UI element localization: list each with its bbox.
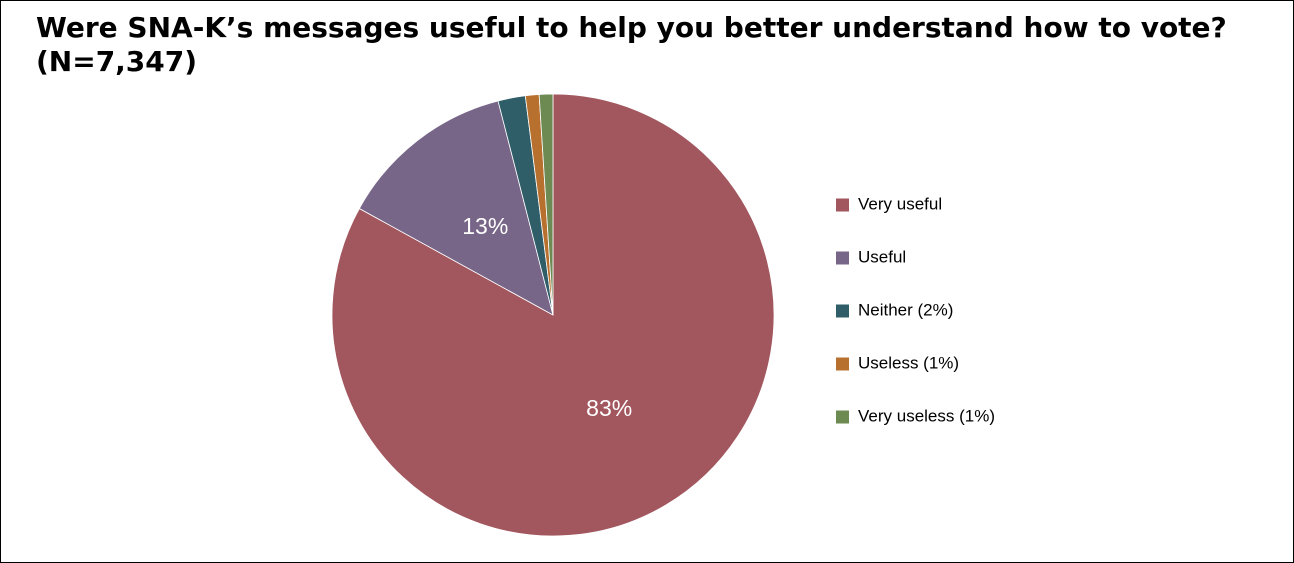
pie-slice-very-useful (331, 93, 775, 537)
legend-label: Useful (858, 247, 906, 266)
legend-item-very-useful: Very useful (836, 194, 942, 213)
chart-title: Were SNA-K’s messages useful to help you… (36, 11, 1286, 79)
legend-label: Neither (2%) (858, 300, 953, 319)
pie-slices (331, 93, 775, 537)
pie-slice-useful (358, 100, 554, 316)
chart-subtitle: (N=7,347) (36, 45, 198, 78)
legend-label: Very useless (1%) (858, 406, 995, 425)
legend-item-useless: Useless (1%) (836, 353, 959, 372)
legend-label: Very useful (858, 194, 942, 213)
legend-item-neither: Neither (2%) (836, 300, 953, 319)
data-label-useful: 13% (462, 213, 508, 239)
legend-swatch (836, 357, 849, 371)
legend-label: Useless (1%) (858, 353, 959, 372)
pie-slice-very-useless (538, 93, 554, 316)
legend-swatch (836, 198, 849, 212)
pie-data-labels: 83% 13% (462, 213, 632, 421)
data-label-very-useful: 83% (586, 395, 632, 421)
legend-item-useful: Useful (836, 247, 906, 266)
chart-title-line: Were SNA-K’s messages useful to help you… (36, 11, 1227, 44)
legend-swatch (836, 304, 849, 318)
legend-swatch (836, 410, 849, 424)
chart-legend: Very useful Useful Neither (2%) Useless (1%… (836, 194, 995, 425)
legend-item-very-useless: Very useless (1%) (836, 406, 995, 425)
legend-swatch (836, 251, 849, 265)
